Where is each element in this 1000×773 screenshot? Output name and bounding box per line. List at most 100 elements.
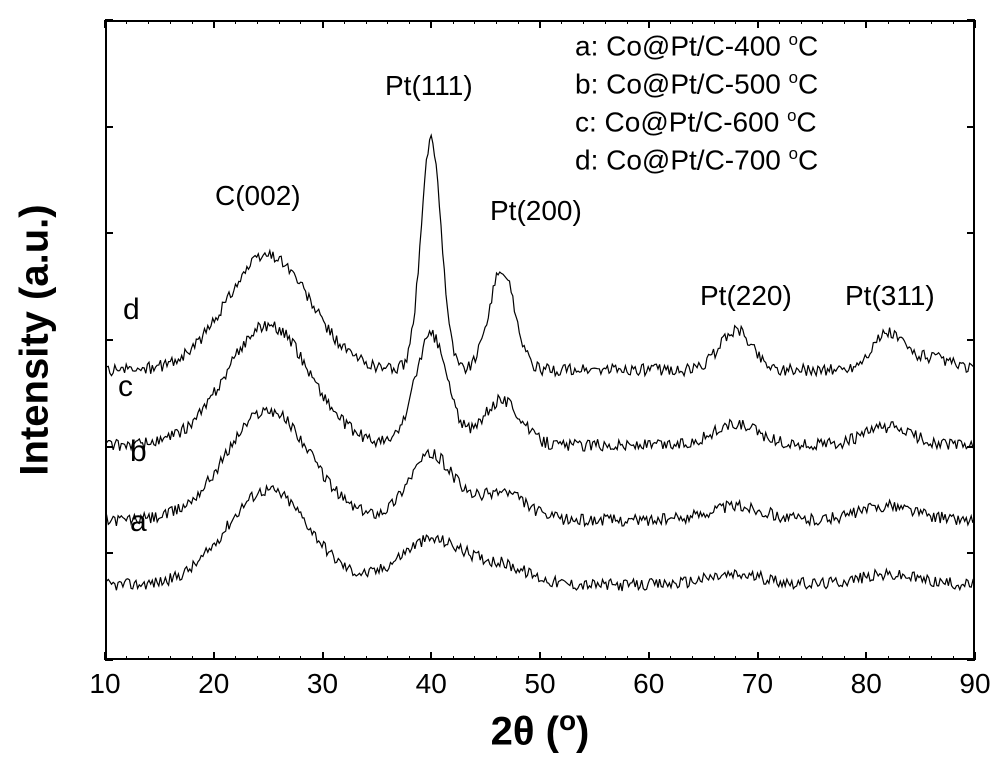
y-tick [105, 659, 113, 661]
x-minor-tick-top [801, 20, 802, 24]
y-tick [967, 339, 975, 341]
trace-b [105, 408, 975, 526]
x-minor-tick [344, 656, 345, 660]
xrd-traces [0, 0, 1000, 773]
x-minor-tick-top [344, 20, 345, 24]
y-tick [967, 446, 975, 448]
x-minor-tick [496, 656, 497, 660]
y-tick [967, 659, 975, 661]
x-minor-tick [474, 656, 475, 660]
x-tick-top [539, 20, 541, 28]
x-minor-tick [518, 656, 519, 660]
x-minor-tick-top [844, 20, 845, 24]
trace-d [105, 135, 975, 375]
x-minor-tick-top [735, 20, 736, 24]
x-minor-tick-top [627, 20, 628, 24]
x-minor-tick [714, 656, 715, 660]
y-tick [105, 446, 113, 448]
x-minor-tick [627, 656, 628, 660]
x-tick-top [648, 20, 650, 28]
x-tick-top [430, 20, 432, 28]
x-tick-top [974, 20, 976, 28]
x-tick-top [322, 20, 324, 28]
x-minor-tick [453, 656, 454, 660]
x-minor-tick [126, 656, 127, 660]
legend-item-d: d: Co@Pt/C-700 oC [575, 144, 818, 176]
x-tick-label: 70 [742, 668, 773, 700]
x-minor-tick-top [779, 20, 780, 24]
x-tick-top [104, 20, 106, 28]
x-minor-tick-top [496, 20, 497, 24]
x-tick [865, 652, 867, 660]
x-minor-tick-top [257, 20, 258, 24]
x-minor-tick [605, 656, 606, 660]
x-tick [757, 652, 759, 660]
trace-label-c: c [118, 370, 133, 404]
x-tick [648, 652, 650, 660]
y-tick [967, 126, 975, 128]
x-tick-label: 30 [307, 668, 338, 700]
x-tick-label: 80 [851, 668, 882, 700]
x-tick [213, 652, 215, 660]
x-minor-tick [192, 656, 193, 660]
x-minor-tick-top [605, 20, 606, 24]
x-minor-tick [148, 656, 149, 660]
x-minor-tick-top [561, 20, 562, 24]
x-minor-tick-top [387, 20, 388, 24]
x-tick-label: 10 [89, 668, 120, 700]
trace-a [105, 486, 975, 591]
xrd-chart: Intensity (a.u.) 2θ (o) 1020304050607080… [0, 0, 1000, 773]
x-minor-tick [561, 656, 562, 660]
x-tick [539, 652, 541, 660]
x-minor-tick [909, 656, 910, 660]
y-tick [967, 232, 975, 234]
x-minor-tick [300, 656, 301, 660]
x-minor-tick [822, 656, 823, 660]
x-minor-tick [953, 656, 954, 660]
x-tick-label: 60 [633, 668, 664, 700]
peak-label: Pt(311) [845, 280, 935, 312]
x-minor-tick-top [366, 20, 367, 24]
x-minor-tick [779, 656, 780, 660]
y-tick [967, 552, 975, 554]
x-minor-tick-top [170, 20, 171, 24]
x-minor-tick-top [235, 20, 236, 24]
x-minor-tick [692, 656, 693, 660]
x-minor-tick-top [300, 20, 301, 24]
x-tick-top [865, 20, 867, 28]
x-tick-label: 40 [416, 668, 447, 700]
legend-item-b: b: Co@Pt/C-500 oC [575, 68, 818, 100]
x-minor-tick-top [692, 20, 693, 24]
x-minor-tick [801, 656, 802, 660]
x-minor-tick [409, 656, 410, 660]
x-minor-tick [888, 656, 889, 660]
y-tick [105, 339, 113, 341]
x-tick-top [757, 20, 759, 28]
y-tick [105, 232, 113, 234]
x-minor-tick [279, 656, 280, 660]
x-minor-tick-top [279, 20, 280, 24]
x-minor-tick-top [148, 20, 149, 24]
x-minor-tick [170, 656, 171, 660]
x-minor-tick-top [670, 20, 671, 24]
x-minor-tick-top [953, 20, 954, 24]
y-tick [105, 19, 113, 21]
x-tick-label: 20 [198, 668, 229, 700]
trace-label-a: a [130, 505, 147, 539]
y-tick [105, 126, 113, 128]
x-minor-tick-top [409, 20, 410, 24]
x-minor-tick-top [126, 20, 127, 24]
x-minor-tick-top [474, 20, 475, 24]
peak-label: Pt(111) [385, 70, 473, 102]
x-minor-tick-top [192, 20, 193, 24]
x-minor-tick-top [518, 20, 519, 24]
x-minor-tick-top [888, 20, 889, 24]
trace-label-b: b [130, 435, 147, 469]
peak-label: C(002) [215, 180, 301, 212]
x-minor-tick-top [931, 20, 932, 24]
x-minor-tick-top [453, 20, 454, 24]
legend-item-c: c: Co@Pt/C-600 oC [575, 106, 817, 138]
peak-label: Pt(200) [490, 195, 582, 227]
x-minor-tick-top [822, 20, 823, 24]
x-minor-tick-top [909, 20, 910, 24]
